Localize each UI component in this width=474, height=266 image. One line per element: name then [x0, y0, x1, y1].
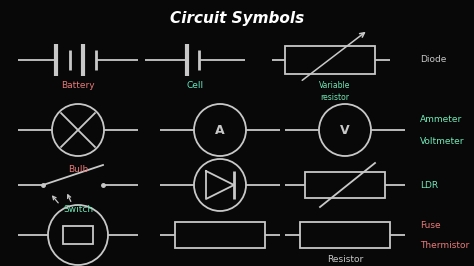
Text: V: V — [340, 123, 350, 136]
Text: resistor: resistor — [320, 93, 349, 102]
Text: Ammeter: Ammeter — [420, 115, 462, 124]
Bar — [305, 172, 385, 198]
Text: Switch: Switch — [63, 206, 93, 214]
Text: Circuit Symbols: Circuit Symbols — [170, 10, 304, 26]
Text: Variable: Variable — [319, 81, 351, 89]
Text: Voltmeter: Voltmeter — [420, 138, 465, 147]
Bar — [175, 222, 265, 248]
Bar — [285, 46, 375, 74]
Text: Resistor: Resistor — [327, 256, 363, 264]
Text: Thermistor: Thermistor — [420, 240, 469, 250]
Text: A: A — [215, 123, 225, 136]
Text: Bulb: Bulb — [68, 165, 88, 174]
Text: Battery: Battery — [61, 81, 95, 89]
Bar — [300, 222, 390, 248]
Text: LDR: LDR — [420, 181, 438, 189]
Text: Fuse: Fuse — [420, 221, 441, 230]
Text: Diode: Diode — [420, 56, 447, 64]
Bar — [63, 226, 93, 244]
Text: Cell: Cell — [186, 81, 203, 89]
